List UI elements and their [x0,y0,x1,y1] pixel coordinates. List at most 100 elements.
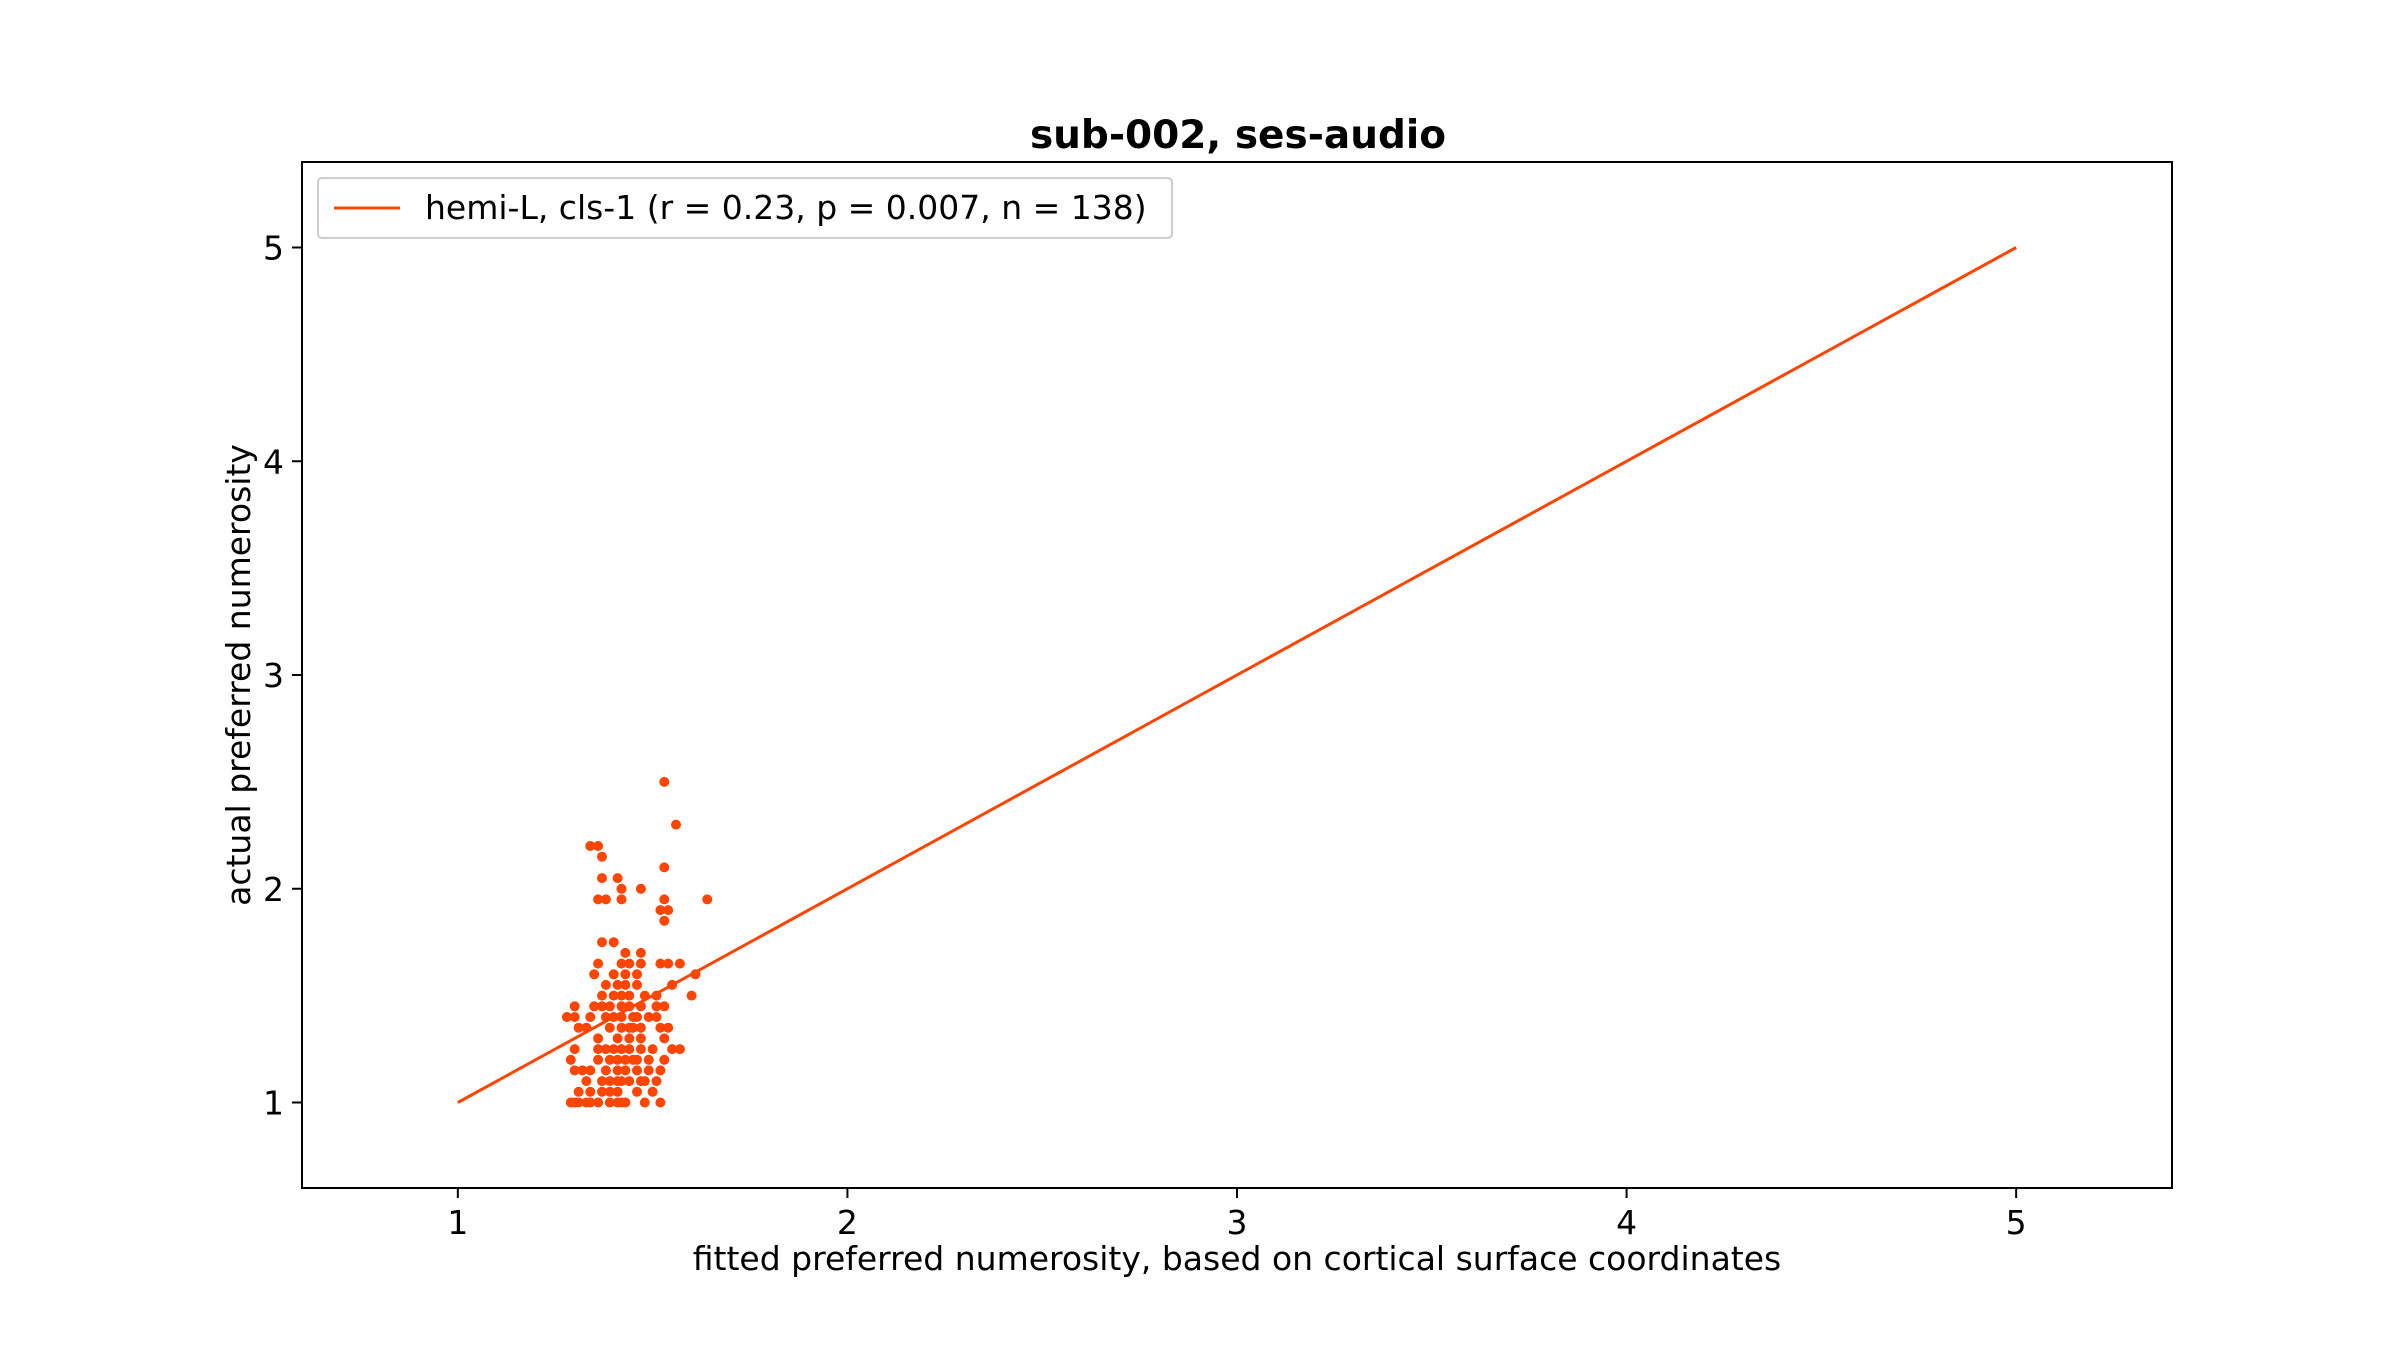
data-point [593,1097,604,1108]
data-point [620,1054,631,1065]
data-point [597,937,607,948]
data-point [616,1001,627,1012]
data-point [597,990,607,1001]
data-point [632,1054,642,1065]
data-point [573,1022,584,1033]
data-point [647,1086,658,1097]
data-point [604,1086,615,1097]
chart-title: sub-002, ses-audio [1030,113,1446,158]
data-point [616,958,627,969]
data-point [612,1033,623,1044]
data-point [577,1065,588,1076]
data-point [593,1044,604,1055]
data-point [569,1065,580,1076]
data-point [659,1054,670,1065]
data-point [604,1001,615,1012]
data-point [569,1001,580,1012]
data-point [604,1022,615,1033]
data-point [600,1044,611,1055]
legend: hemi-L, cls-1 (r = 0.23, p = 0.007, n = … [317,177,1173,239]
x-axis: 1 2 3 4 5 [447,1188,2027,1242]
data-point [655,1097,666,1108]
data-point [616,990,627,1001]
data-point [674,958,685,969]
data-point [635,958,646,969]
data-point [671,819,681,830]
data-point [651,990,662,1001]
data-point [600,979,611,990]
legend-label: hemi-L, cls-1 (r = 0.23, p = 0.007, n = … [425,188,1147,227]
data-point [624,1033,635,1044]
data-point [612,1086,623,1097]
data-point [597,851,607,862]
data-point [655,958,666,969]
data-point [585,841,596,851]
data-point [667,979,678,990]
data-point [635,1001,646,1012]
data-point [593,894,604,905]
y-tick-label: 3 [263,656,284,695]
data-point [600,894,611,905]
data-point [604,1054,615,1065]
data-point [624,1001,635,1012]
data-point [647,1044,658,1055]
data-point [585,1097,596,1108]
data-point [600,1065,611,1076]
y-tick-label: 5 [263,229,284,268]
data-point [635,883,646,894]
data-point [632,1065,642,1076]
data-point [616,894,627,905]
data-point [639,990,650,1001]
data-point [667,1044,678,1055]
data-point [624,958,635,969]
data-point [589,1001,600,1012]
data-point [663,1022,674,1033]
data-point [635,1044,646,1055]
data-point [635,947,646,958]
data-point [639,1097,650,1108]
data-point [620,979,631,990]
fit-line [457,246,2017,1104]
data-point [616,1012,627,1022]
data-point [659,862,670,873]
data-point [663,905,674,916]
data-point [620,1065,631,1076]
data-point [600,1012,611,1022]
data-point [620,947,631,958]
data-point [628,1022,639,1033]
data-point [608,1012,619,1022]
data-point [604,1097,615,1108]
data-point [659,776,670,787]
y-tick-label: 1 [263,1084,284,1123]
data-point [569,1044,580,1055]
data-point [612,873,623,884]
data-point [581,1076,592,1087]
data-point [608,969,619,980]
data-point [632,969,642,980]
data-point [674,1044,685,1055]
legend-box [317,177,1173,239]
data-point [643,1065,654,1076]
data-point [639,1076,650,1087]
y-axis-label: actual preferred numerosity [219,444,258,906]
y-tick-label: 2 [263,870,284,909]
data-point [569,1012,580,1022]
data-point [616,1076,627,1087]
data-point [573,1097,584,1108]
data-point [585,1086,596,1097]
data-point [597,1001,607,1012]
data-point [651,1012,662,1022]
data-point [573,1086,584,1097]
data-point [593,1054,604,1065]
data-point [593,958,604,969]
x-tick-label: 2 [837,1203,858,1242]
data-point [581,1022,592,1033]
data-point [597,873,607,884]
data-point [659,1033,670,1044]
data-point [632,979,642,990]
data-point [632,1012,642,1022]
data-point [620,1097,631,1108]
data-point [635,1022,646,1033]
data-point [690,969,701,980]
data-point [565,1054,576,1065]
